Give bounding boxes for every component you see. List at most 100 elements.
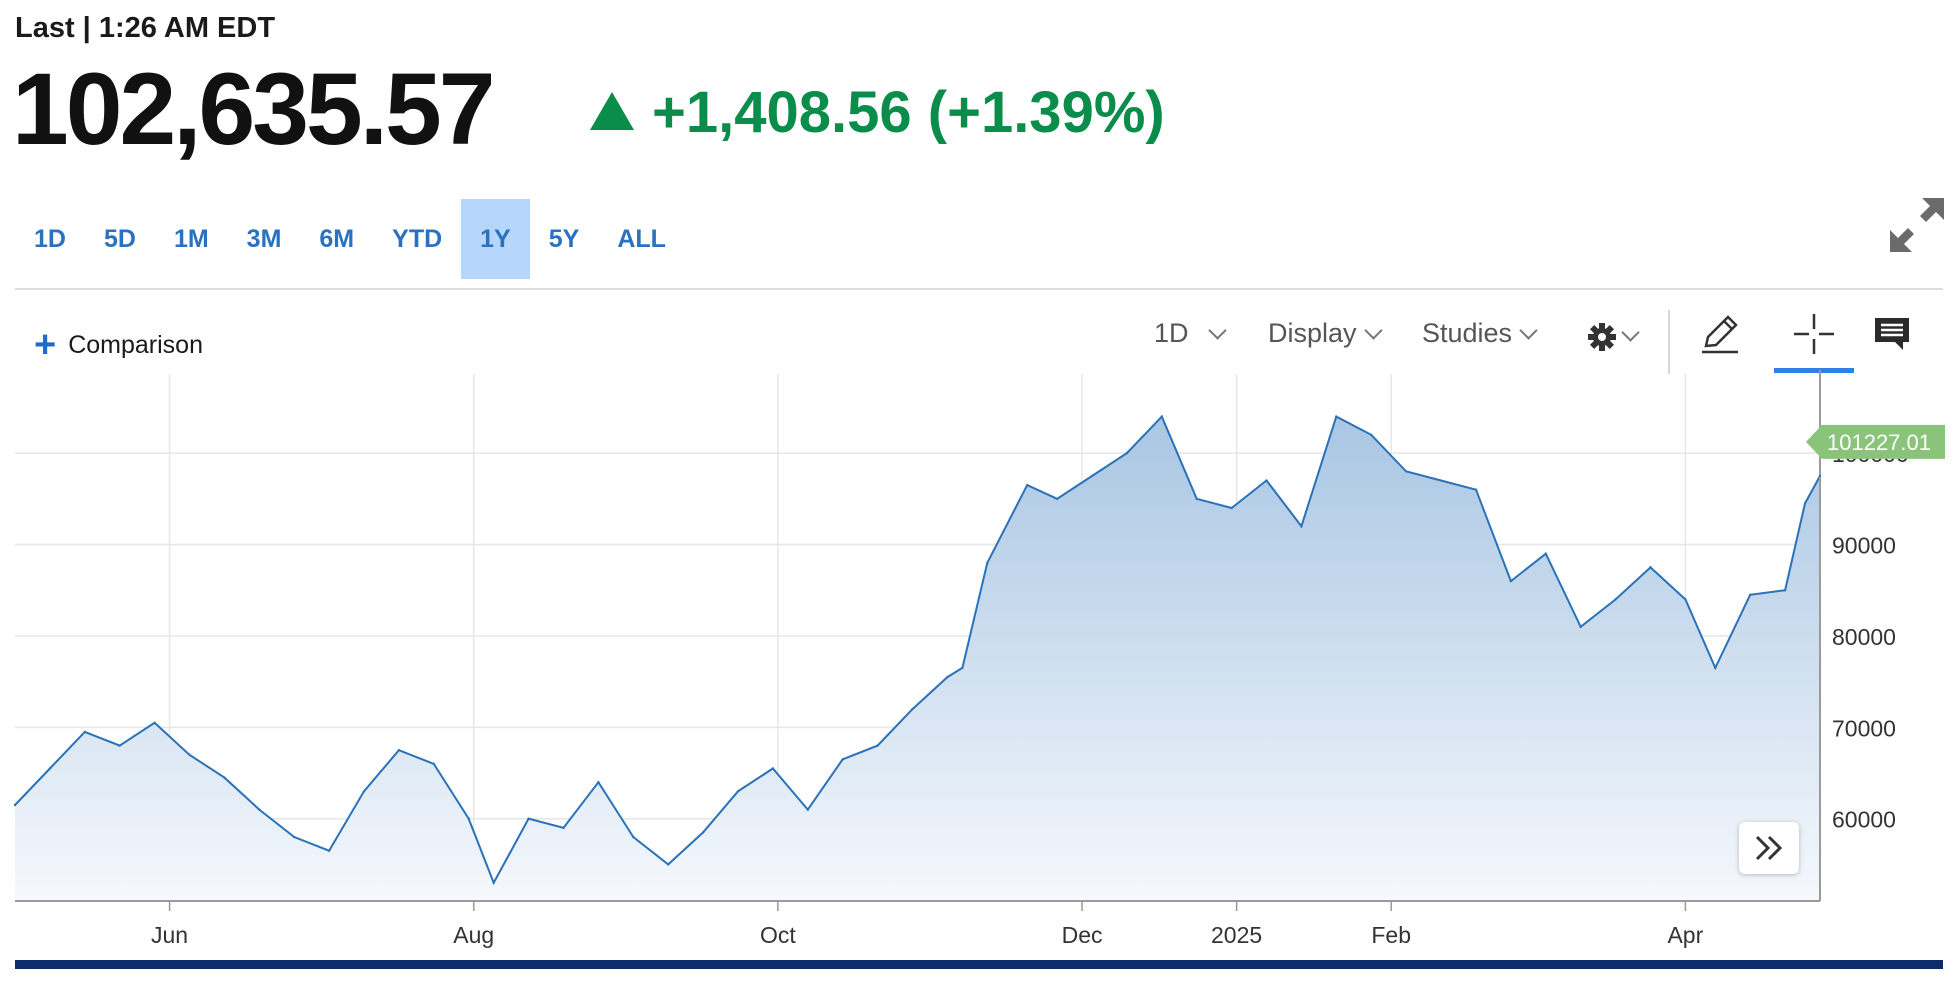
data-point bbox=[1090, 474, 1094, 478]
data-point bbox=[1803, 502, 1807, 505]
data-point bbox=[1025, 483, 1029, 487]
data-point bbox=[467, 817, 470, 820]
data-point bbox=[48, 767, 52, 770]
data-point bbox=[153, 721, 156, 724]
data-point bbox=[1404, 470, 1408, 473]
x-tick-label: 2025 bbox=[1211, 922, 1262, 948]
data-point bbox=[1509, 579, 1513, 583]
data-point bbox=[1614, 598, 1617, 601]
data-point bbox=[1439, 479, 1443, 482]
interval-dropdown[interactable]: 1D bbox=[1154, 318, 1227, 349]
x-tick-label: Aug bbox=[453, 922, 494, 948]
time-range-selector: 1D 5D 1M 3M 6M YTD 1Y 5Y ALL bbox=[15, 199, 685, 279]
studies-label: Studies bbox=[1422, 318, 1513, 348]
x-tick-label: Dec bbox=[1062, 922, 1103, 948]
data-point bbox=[1370, 433, 1373, 437]
price-change: +1,408.56 (+1.39%) bbox=[652, 80, 1165, 145]
range-5y[interactable]: 5Y bbox=[548, 225, 580, 253]
data-point bbox=[1474, 488, 1478, 491]
data-point bbox=[946, 675, 949, 679]
data-point bbox=[1748, 593, 1752, 596]
data-point bbox=[632, 835, 635, 839]
y-tick-label: 60000 bbox=[1832, 807, 1896, 833]
range-6m[interactable]: 6M bbox=[319, 225, 355, 253]
y-tick-label: 80000 bbox=[1832, 624, 1896, 650]
divider bbox=[15, 288, 1943, 290]
data-point bbox=[1160, 415, 1164, 418]
data-point bbox=[1579, 625, 1582, 628]
x-tick-label: Jun bbox=[151, 922, 188, 948]
expand-icon[interactable] bbox=[1888, 196, 1946, 254]
x-tick-label: Apr bbox=[1667, 922, 1703, 948]
chevron-down-icon bbox=[1207, 321, 1227, 340]
data-point bbox=[397, 748, 401, 752]
x-tick-label: Oct bbox=[760, 922, 796, 948]
range-1y[interactable]: 1Y bbox=[461, 199, 530, 279]
data-point bbox=[736, 790, 740, 793]
data-point bbox=[1684, 598, 1687, 601]
last-updated-label: Last | 1:26 AM EDT bbox=[15, 12, 276, 44]
data-point bbox=[13, 803, 17, 807]
latest-value-badge bbox=[1806, 424, 1945, 459]
data-point bbox=[1230, 506, 1233, 510]
chevron-down-icon bbox=[1621, 323, 1640, 342]
price-area bbox=[15, 416, 1820, 901]
comparison-label: Comparison bbox=[68, 330, 203, 359]
data-point bbox=[597, 780, 600, 784]
crosshair-icon[interactable] bbox=[1792, 312, 1836, 356]
comparison-button[interactable]: + Comparison bbox=[34, 326, 203, 364]
chevron-down-icon bbox=[1519, 321, 1538, 340]
double-chevron-right-icon bbox=[1755, 835, 1783, 861]
range-ytd[interactable]: YTD bbox=[392, 225, 443, 253]
interval-label: 1D bbox=[1154, 318, 1189, 348]
comment-icon[interactable] bbox=[1872, 314, 1912, 354]
data-point bbox=[362, 790, 366, 793]
data-point bbox=[911, 707, 914, 711]
settings-dropdown[interactable] bbox=[1586, 320, 1640, 353]
studies-dropdown[interactable]: Studies bbox=[1422, 318, 1538, 349]
data-point bbox=[1649, 566, 1652, 569]
data-point bbox=[1125, 451, 1129, 455]
data-point bbox=[841, 758, 844, 761]
data-point bbox=[83, 730, 87, 734]
data-point bbox=[1265, 479, 1268, 482]
latest-value-label: 101227.01 bbox=[1827, 430, 1931, 455]
gear-icon bbox=[1588, 322, 1616, 351]
data-point bbox=[188, 753, 191, 756]
toolbar-separator bbox=[1668, 310, 1670, 374]
data-point bbox=[701, 831, 705, 834]
data-point bbox=[562, 826, 565, 830]
y-tick-label: 90000 bbox=[1832, 533, 1896, 559]
data-point bbox=[432, 762, 436, 766]
data-point bbox=[771, 767, 775, 770]
range-5d[interactable]: 5D bbox=[103, 225, 136, 253]
data-point bbox=[876, 744, 879, 747]
data-point bbox=[1544, 552, 1547, 555]
data-point bbox=[258, 808, 261, 811]
data-point bbox=[1818, 474, 1822, 478]
plus-icon: + bbox=[34, 324, 57, 366]
price-chart[interactable]: 60000700008000090000100000JunAugOctDec20… bbox=[0, 370, 1954, 970]
data-point bbox=[223, 776, 226, 779]
up-arrow-icon bbox=[590, 92, 634, 130]
scroll-forward-button[interactable] bbox=[1739, 822, 1799, 874]
data-point bbox=[1055, 497, 1059, 501]
display-dropdown[interactable]: Display bbox=[1268, 318, 1383, 349]
data-point bbox=[327, 849, 331, 852]
footer-bar bbox=[15, 960, 1943, 969]
data-point bbox=[118, 744, 121, 747]
display-label: Display bbox=[1268, 318, 1357, 348]
range-1d[interactable]: 1D bbox=[34, 225, 66, 253]
range-1m[interactable]: 1M bbox=[173, 225, 209, 253]
range-3m[interactable]: 3M bbox=[246, 225, 282, 253]
chevron-down-icon bbox=[1363, 321, 1383, 340]
data-point bbox=[293, 835, 296, 839]
data-point bbox=[1195, 497, 1198, 501]
data-point bbox=[1783, 589, 1787, 592]
data-point bbox=[806, 808, 810, 811]
range-all[interactable]: ALL bbox=[617, 225, 666, 253]
data-point bbox=[492, 881, 495, 884]
data-point bbox=[1714, 666, 1717, 670]
pencil-icon[interactable] bbox=[1698, 312, 1742, 356]
